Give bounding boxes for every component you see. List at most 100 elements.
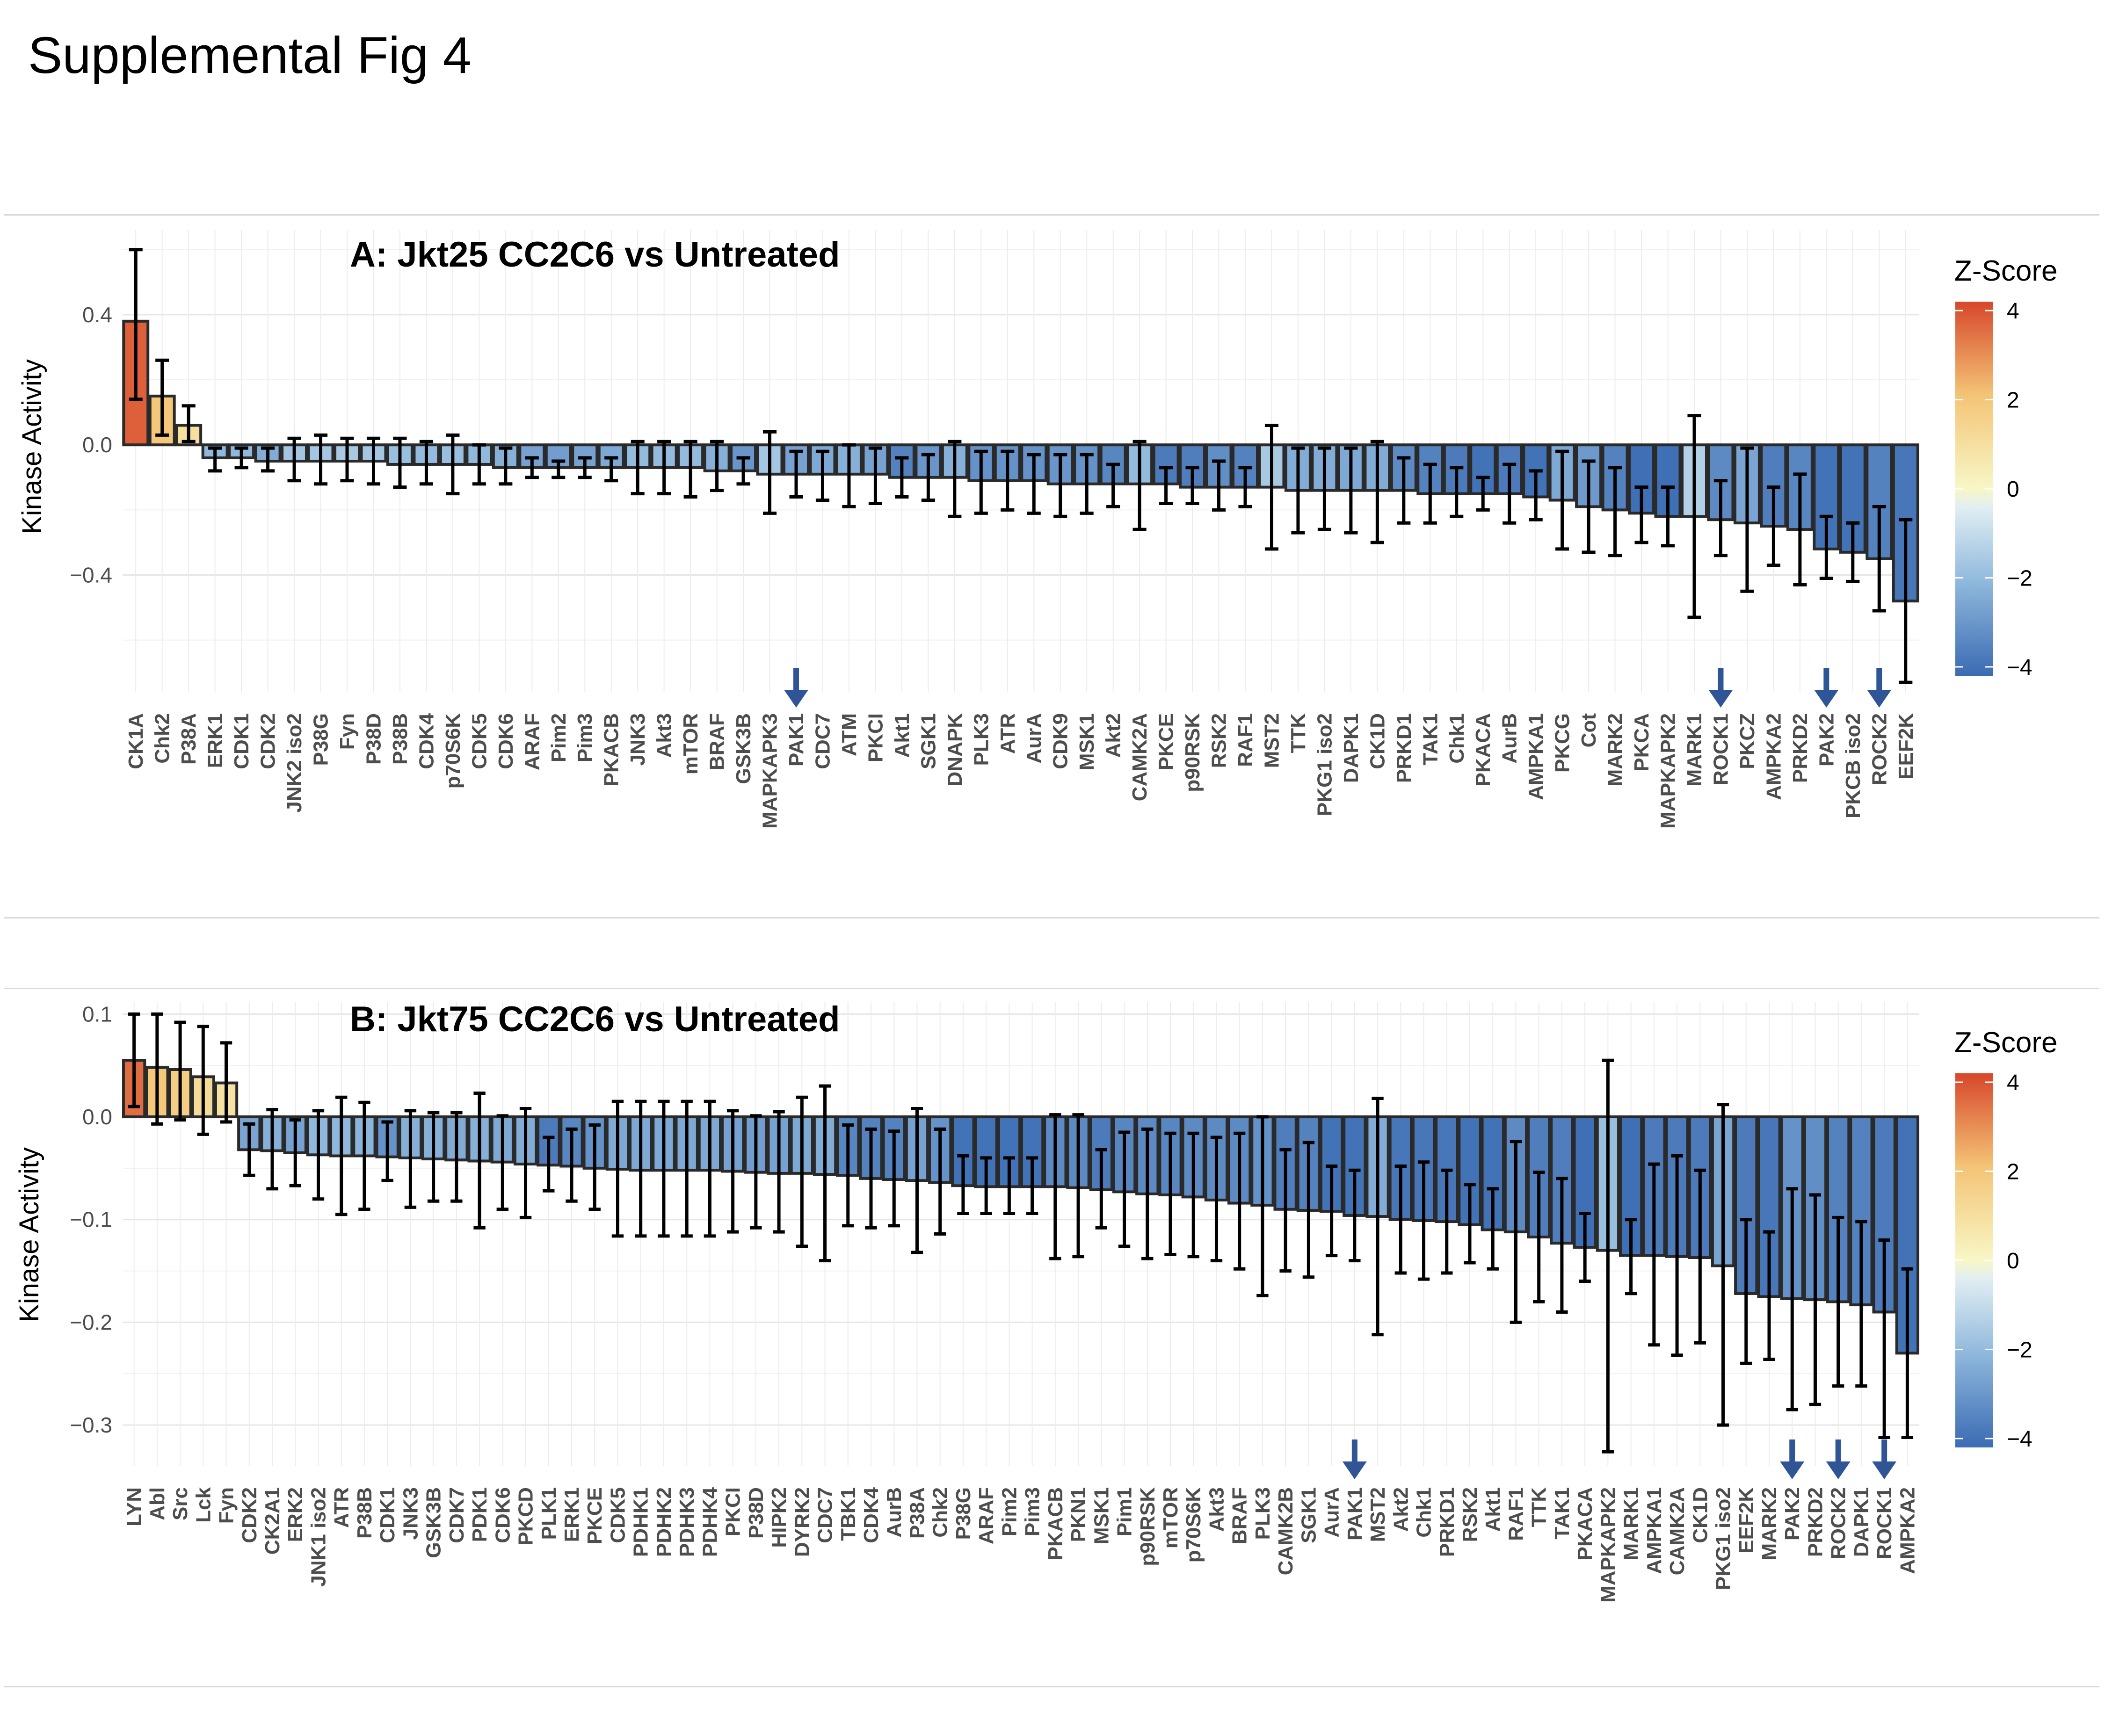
a-error-bar (842, 443, 856, 508)
a-x-label: Chk1 (1445, 713, 1468, 764)
b-error-bar (358, 1100, 370, 1211)
a-error-bar (1027, 453, 1041, 515)
b-error-bar (934, 1127, 946, 1236)
b-x-label: ATR (330, 1487, 353, 1528)
b-error-bar (1441, 1168, 1453, 1275)
b-x-label: PKACA (1574, 1487, 1597, 1560)
a-error-bar (208, 446, 222, 473)
b-error-bar (1878, 1238, 1890, 1439)
b-legend-tick-label: 0 (2007, 1249, 2019, 1273)
a-x-label: DAPK1 (1340, 713, 1363, 783)
a-x-label: AMPKA2 (1762, 713, 1785, 800)
b-error-bar (1579, 1212, 1591, 1283)
a-error-bar (1450, 466, 1464, 518)
a-x-label: ROCK2 (1868, 713, 1891, 785)
b-error-bar (842, 1123, 854, 1228)
b-x-label: Akt3 (1205, 1487, 1228, 1532)
panel-a-title: A: Jkt25 CC2C6 vs Untreated (350, 235, 840, 275)
a-x-label: ATR (996, 713, 1019, 754)
b-error-bar (1533, 1171, 1545, 1303)
b-error-bar (1763, 1230, 1775, 1361)
b-arrow-rock1 (1872, 1439, 1897, 1479)
b-x-label: MAPKAPK2 (1597, 1487, 1619, 1603)
a-x-label: ERK1 (204, 713, 227, 768)
b-x-label: MARK2 (1758, 1487, 1781, 1560)
b-error-bar (1417, 1160, 1430, 1281)
b-x-label: P38G (952, 1487, 975, 1540)
b-x-label: PLK3 (1251, 1487, 1274, 1540)
a-arrow-rock1 (1708, 668, 1733, 708)
a-x-label: PKACA (1472, 713, 1495, 786)
a-x-label: TAK1 (1419, 713, 1442, 766)
panel-b-legend: Z-Score 4 2 0 −2 −4 (1954, 1027, 2057, 1452)
b-error-bar (450, 1111, 463, 1203)
a-error-bar (472, 443, 486, 486)
a-error-bar (129, 248, 143, 401)
b-error-bar (1049, 1113, 1061, 1260)
a-arrow-pak2 (1814, 668, 1839, 708)
b-x-label: Pim1 (1113, 1487, 1136, 1536)
b-error-bar (1072, 1113, 1084, 1259)
a-error-bar (1634, 485, 1648, 544)
a-x-label: CDK4 (415, 713, 438, 769)
b-error-bar (1256, 1115, 1269, 1297)
panel-b: −0.3−0.2−0.10.00.1 LYN Abl Src Lck Fyn CDK2 CK… (14, 999, 2057, 1603)
b-x-label: Lck (192, 1487, 215, 1522)
b-x-label: HIPK2 (768, 1487, 791, 1548)
b-error-bar (980, 1156, 992, 1215)
a-error-bar (525, 456, 539, 479)
b-x-label: JNK3 (399, 1487, 422, 1540)
a-x-label: DNAPK (944, 713, 966, 787)
a-error-bar (683, 440, 697, 499)
b-error-bar (1648, 1162, 1660, 1347)
b-x-label: GSK3B (422, 1487, 445, 1558)
a-error-bar (710, 440, 724, 492)
a-x-label: EEF2K (1894, 713, 1917, 780)
a-x-label: TTK (1287, 713, 1310, 753)
a-error-bar (1317, 446, 1331, 531)
b-x-label: PAK2 (1781, 1487, 1804, 1541)
a-error-bar (155, 358, 169, 437)
b-x-label: LYN (123, 1487, 146, 1526)
b-x-label: AMPKA2 (1896, 1487, 1919, 1574)
a-x-label: MARK1 (1683, 713, 1706, 786)
a-error-bar (1766, 485, 1780, 567)
b-arrow-pak1 (1342, 1439, 1367, 1479)
panel-a-bars (122, 319, 1919, 603)
panel-b-legend-ticks: 4 2 0 −2 −4 (1955, 1071, 2032, 1452)
a-error-bar (419, 440, 433, 486)
b-error-bar (312, 1109, 325, 1201)
a-x-label: PAK2 (1815, 713, 1838, 767)
b-error-bar (911, 1107, 923, 1254)
a-error-bar (1608, 466, 1622, 557)
b-error-bar (1487, 1187, 1499, 1271)
a-error-bar (736, 456, 750, 486)
b-error-bar (611, 1099, 624, 1238)
b-x-label: RAF1 (1504, 1487, 1527, 1541)
b-error-bar (1325, 1165, 1338, 1258)
b-error-bar (566, 1127, 578, 1203)
a-legend-tick-label: 0 (2007, 477, 2019, 502)
b-error-bar (819, 1084, 831, 1263)
a-x-label: PKCI (864, 713, 887, 762)
b-error-bar (658, 1099, 670, 1238)
b-error-bar (1095, 1148, 1107, 1230)
a-error-bar (1423, 463, 1437, 525)
b-x-label: CK2A1 (261, 1487, 284, 1555)
b-error-bar (174, 1020, 186, 1122)
b-error-bar (243, 1122, 255, 1177)
a-x-label: MSK1 (1075, 713, 1098, 770)
a-x-label: Cot (1577, 713, 1600, 748)
b-x-label: MSK1 (1090, 1487, 1113, 1544)
panel-b-bars (122, 1059, 1920, 1355)
b-y-tick-label: 0.1 (82, 1002, 112, 1026)
a-error-bar (1793, 472, 1807, 586)
a-error-bar (815, 449, 830, 502)
panel-a-legend: Z-Score 4 2 0 −2 −4 (1954, 255, 2057, 680)
a-x-label: p90RSK (1181, 713, 1204, 792)
a-error-bar (948, 440, 962, 518)
b-error-bar (335, 1095, 348, 1216)
a-error-bar (578, 456, 592, 479)
a-error-bar (1872, 505, 1886, 613)
b-x-label: BRAF (1228, 1487, 1251, 1544)
